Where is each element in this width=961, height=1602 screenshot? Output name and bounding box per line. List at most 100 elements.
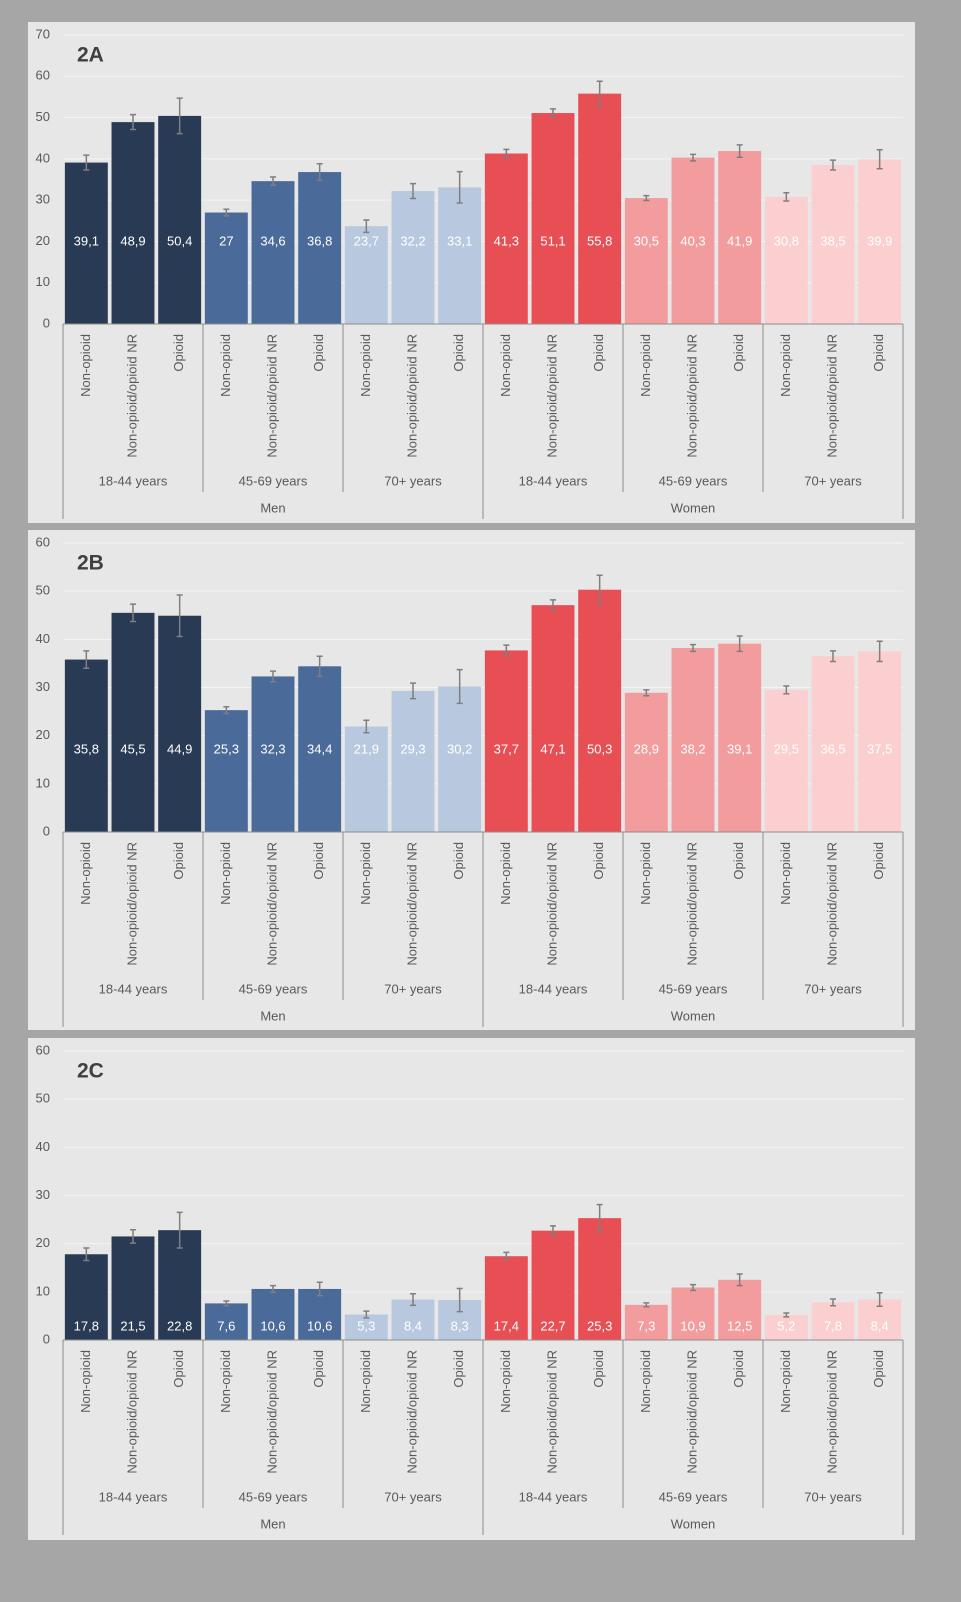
category-label: Non-opioid/opioid NR [544, 842, 559, 966]
error-bar [876, 640, 883, 663]
bar [344, 226, 388, 324]
value-label: 17,4 [494, 1318, 519, 1333]
value-label: 23,7 [354, 233, 379, 248]
bar [391, 191, 435, 324]
bar [484, 650, 528, 832]
y-tick-label: 40 [36, 631, 50, 646]
bar [578, 93, 622, 324]
error-bar [830, 650, 836, 663]
chart-panel: 0 10 20 30 40 50 60 70 2A 39,1 Non-opioid 48,9 Non-o… [28, 22, 915, 523]
value-label: 44,9 [167, 741, 192, 756]
category-label: Non-opioid/opioid NR [404, 842, 419, 966]
category-label: Opioid [311, 334, 326, 372]
error-bar [503, 644, 510, 657]
value-label: 40,3 [680, 233, 705, 248]
value-label: 30,8 [774, 233, 799, 248]
bar [298, 172, 342, 324]
value-label: 45,5 [120, 741, 145, 756]
category-label: Opioid [591, 842, 606, 880]
category-label: Opioid [311, 842, 326, 880]
value-label: 33,1 [447, 233, 472, 248]
error-bar [83, 1247, 90, 1262]
value-label: 5,2 [777, 1318, 795, 1333]
bar [158, 615, 202, 832]
error-bar [690, 153, 696, 162]
value-label: 27 [219, 233, 233, 248]
value-label: 39,1 [74, 233, 99, 248]
sex-group-label: Men [260, 500, 285, 515]
value-label: 47,1 [540, 741, 565, 756]
bar [671, 157, 715, 324]
error-bar [270, 1284, 276, 1294]
value-label: 39,1 [727, 741, 752, 756]
value-label: 38,5 [820, 233, 845, 248]
value-label: 21,9 [354, 741, 379, 756]
bar [251, 1288, 295, 1340]
category-label: Opioid [871, 1350, 886, 1388]
error-bar [83, 650, 90, 669]
age-group-label: 70+ years [384, 1489, 442, 1504]
panel-title: 2C [77, 1060, 104, 1083]
bar [578, 589, 622, 832]
value-label: 51,1 [540, 233, 565, 248]
category-label: Non-opioid [498, 1350, 513, 1413]
category-label: Opioid [451, 842, 466, 880]
error-bar [550, 108, 556, 118]
value-label: 21,5 [120, 1318, 145, 1333]
value-label: 50,3 [587, 741, 612, 756]
category-label: Opioid [871, 842, 886, 880]
bar [531, 1230, 575, 1340]
category-label: Non-opioid/opioid NR [124, 1350, 139, 1474]
bar [391, 690, 435, 832]
error-bar [783, 685, 790, 695]
age-group-label: 70+ years [804, 473, 862, 488]
value-label: 7,8 [824, 1318, 842, 1333]
y-tick-label: 40 [36, 1139, 50, 1154]
chart-panel: 0 10 20 30 40 50 60 2B 35,8 Non-opioid 45,5 Non-opi… [28, 530, 915, 1030]
error-bar [690, 643, 696, 653]
error-bar [410, 682, 416, 700]
error-bar [223, 208, 230, 217]
bar [624, 198, 668, 324]
age-group-label: 18-44 years [519, 473, 588, 488]
value-label: 22,7 [540, 1318, 565, 1333]
y-tick-label: 20 [36, 1235, 50, 1250]
category-label: Opioid [871, 334, 886, 372]
bar [718, 151, 762, 324]
category-label: Opioid [731, 1350, 746, 1388]
category-label: Non-opioid [638, 334, 653, 397]
category-label: Non-opioid/opioid NR [264, 1350, 279, 1474]
bar [671, 1287, 715, 1340]
value-label: 8,4 [404, 1318, 422, 1333]
sex-group-label: Women [671, 1008, 716, 1023]
value-label: 48,9 [120, 233, 145, 248]
category-label: Non-opioid [638, 842, 653, 905]
error-bar [316, 1281, 323, 1297]
category-label: Non-opioid/opioid NR [264, 334, 279, 458]
value-label: 17,8 [74, 1318, 99, 1333]
error-bar [223, 1300, 230, 1307]
age-group-label: 18-44 years [99, 473, 168, 488]
bar [624, 1304, 668, 1340]
y-tick-label: 30 [36, 679, 50, 694]
category-label: Non-opioid/opioid NR [544, 334, 559, 458]
value-label: 34,6 [260, 233, 285, 248]
bar [764, 196, 808, 324]
error-bar [130, 113, 136, 131]
category-label: Opioid [591, 334, 606, 372]
bar [298, 1288, 342, 1340]
category-label: Non-opioid/opioid NR [684, 334, 699, 458]
bar [111, 1236, 155, 1340]
age-group-label: 45-69 years [659, 473, 728, 488]
error-bar [503, 148, 510, 159]
error-bar [316, 163, 323, 182]
error-bar [596, 574, 603, 605]
bar [578, 1218, 622, 1340]
error-bar [876, 149, 883, 170]
category-label: Non-opioid [778, 1350, 793, 1413]
category-label: Non-opioid [218, 842, 233, 905]
value-label: 32,3 [260, 741, 285, 756]
value-label: 50,4 [167, 233, 192, 248]
error-bar [363, 219, 370, 234]
category-label: Non-opioid [358, 842, 373, 905]
